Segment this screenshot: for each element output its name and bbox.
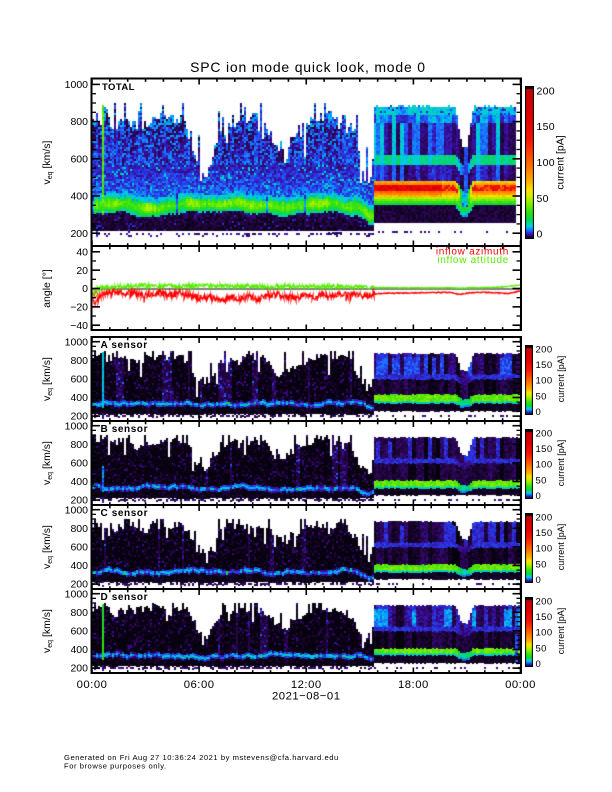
svg-text:18:00: 18:00 [398,679,429,691]
svg-text:600: 600 [70,542,88,554]
svg-text:200: 200 [70,663,88,675]
svg-text:150: 150 [536,612,553,623]
svg-text:veq [km/s]: veq [km/s] [41,609,54,653]
svg-text:100: 100 [536,460,553,471]
svg-text:0: 0 [537,229,543,241]
svg-text:50: 50 [536,643,547,654]
svg-text:600: 600 [70,458,88,470]
svg-text:800: 800 [70,439,88,451]
svg-text:800: 800 [70,607,88,619]
svg-text:current [pA]: current [pA] [556,440,566,487]
svg-text:200: 200 [536,596,553,607]
svg-text:0: 0 [536,659,542,670]
svg-text:veq [km/s]: veq [km/s] [41,357,54,401]
svg-text:150: 150 [536,444,553,455]
svg-text:current [pA]: current [pA] [556,608,566,655]
svg-text:600: 600 [70,626,88,638]
svg-text:50: 50 [536,559,547,570]
svg-text:50: 50 [537,193,549,205]
svg-text:1000: 1000 [65,504,89,516]
svg-text:600: 600 [70,153,88,165]
svg-text:50: 50 [536,391,547,402]
svg-text:veq [km/s]: veq [km/s] [41,525,54,569]
svg-text:800: 800 [70,523,88,535]
svg-text:0: 0 [536,491,542,502]
svg-text:A sensor: A sensor [101,340,148,351]
svg-text:800: 800 [70,355,88,367]
svg-text:00:00: 00:00 [77,679,108,691]
svg-text:For browse purposes only.: For browse purposes only. [64,762,167,771]
svg-text:20: 20 [76,265,88,277]
svg-text:current [pA]: current [pA] [556,356,566,403]
svg-text:200: 200 [70,579,88,591]
svg-text:0: 0 [82,283,88,295]
svg-text:1000: 1000 [65,588,89,600]
svg-text:600: 600 [70,374,88,386]
svg-text:150: 150 [536,360,553,371]
svg-text:C sensor: C sensor [101,508,149,519]
svg-text:400: 400 [70,476,88,488]
svg-text:1000: 1000 [65,79,89,91]
svg-text:2021−08−01: 2021−08−01 [272,691,340,703]
svg-text:150: 150 [536,528,553,539]
svg-text:Generated on Fri Aug 27 10:36:: Generated on Fri Aug 27 10:36:24 2021 by… [64,753,339,762]
svg-text:100: 100 [536,628,553,639]
svg-text:current [pA]: current [pA] [556,524,566,571]
svg-text:0: 0 [536,407,542,418]
svg-text:400: 400 [70,560,88,572]
svg-text:400: 400 [70,191,88,203]
svg-text:200: 200 [537,85,555,97]
svg-text:TOTAL: TOTAL [102,82,135,93]
svg-text:400: 400 [70,644,88,656]
svg-text:−40: −40 [70,320,88,332]
svg-text:00:00: 00:00 [505,679,536,691]
svg-text:B sensor: B sensor [101,424,149,435]
svg-text:−20: −20 [70,301,88,313]
svg-text:D sensor: D sensor [101,592,149,603]
svg-text:400: 400 [70,392,88,404]
svg-text:200: 200 [70,495,88,507]
svg-text:12:00: 12:00 [291,679,322,691]
svg-text:50: 50 [536,475,547,486]
svg-text:200: 200 [536,512,553,523]
svg-text:06:00: 06:00 [184,679,215,691]
svg-text:150: 150 [537,121,555,133]
svg-text:current [pA]: current [pA] [555,135,567,189]
svg-text:200: 200 [536,344,553,355]
svg-text:200: 200 [536,428,553,439]
svg-text:0: 0 [536,575,542,586]
svg-text:100: 100 [536,376,553,387]
svg-text:veq [km/s]: veq [km/s] [41,441,54,485]
svg-text:1000: 1000 [65,336,89,348]
svg-text:800: 800 [70,116,88,128]
svg-text:angle [°]: angle [°] [41,269,53,308]
svg-text:1000: 1000 [65,420,89,432]
svg-text:inflow attitude: inflow attitude [437,255,509,266]
svg-text:100: 100 [536,544,553,555]
svg-text:100: 100 [537,157,555,169]
svg-text:inflow azimuth: inflow azimuth [436,247,509,258]
svg-text:veq [km/s]: veq [km/s] [41,140,54,184]
svg-text:SPC ion mode quick look, mode: SPC ion mode quick look, mode 0 [190,59,426,75]
svg-text:200: 200 [70,228,88,240]
svg-text:200: 200 [70,411,88,423]
svg-text:40: 40 [76,246,88,258]
